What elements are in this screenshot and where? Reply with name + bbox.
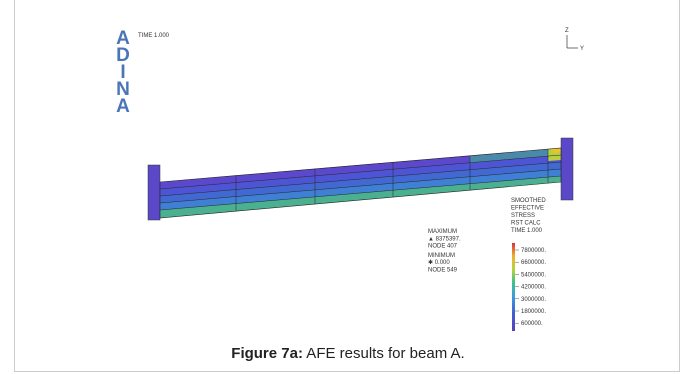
caption-text: AFE results for beam A. — [303, 345, 465, 362]
scale-label: 5400000. — [521, 272, 546, 278]
axis-z: Z — [565, 28, 569, 34]
time-label: TIME 1.000 — [138, 33, 170, 39]
extreme-line: ▲ 8375397. — [428, 236, 461, 242]
caption-label: Figure 7a: — [231, 345, 303, 362]
legend-line: RST CALC — [511, 221, 541, 227]
beam — [148, 138, 573, 220]
extreme-line: MINIMUM — [428, 253, 455, 259]
page: {"logo": ["A", "D", "I", "N", "A"], "tim… — [0, 0, 696, 374]
extreme-line: NODE 407 — [428, 244, 458, 250]
scale-label: 1800000. — [521, 309, 546, 315]
axis-triad — [567, 35, 578, 48]
extreme-line: NODE 549 — [428, 268, 458, 274]
legend-line: SMOOTHED — [511, 198, 546, 204]
color-bar — [512, 243, 515, 331]
scale-label: 6600000. — [521, 260, 546, 266]
scale-label: 4200000. — [521, 285, 546, 291]
scale-label: 600000. — [521, 321, 543, 327]
logo-letter: A — [116, 96, 130, 117]
scale-label: 3000000. — [521, 297, 546, 303]
legend-line: STRESS — [511, 213, 535, 219]
legend-line: TIME 1.000 — [511, 228, 543, 234]
caption: Figure 7a: AFE results for beam A. — [0, 345, 696, 362]
axis-y: Y — [580, 46, 584, 52]
extreme-line: ✱ 0.000 — [428, 259, 450, 266]
scale-label: 7800000. — [521, 248, 546, 254]
legend-line: EFFECTIVE — [511, 206, 544, 212]
extreme-line: MAXIMUM — [428, 229, 457, 235]
